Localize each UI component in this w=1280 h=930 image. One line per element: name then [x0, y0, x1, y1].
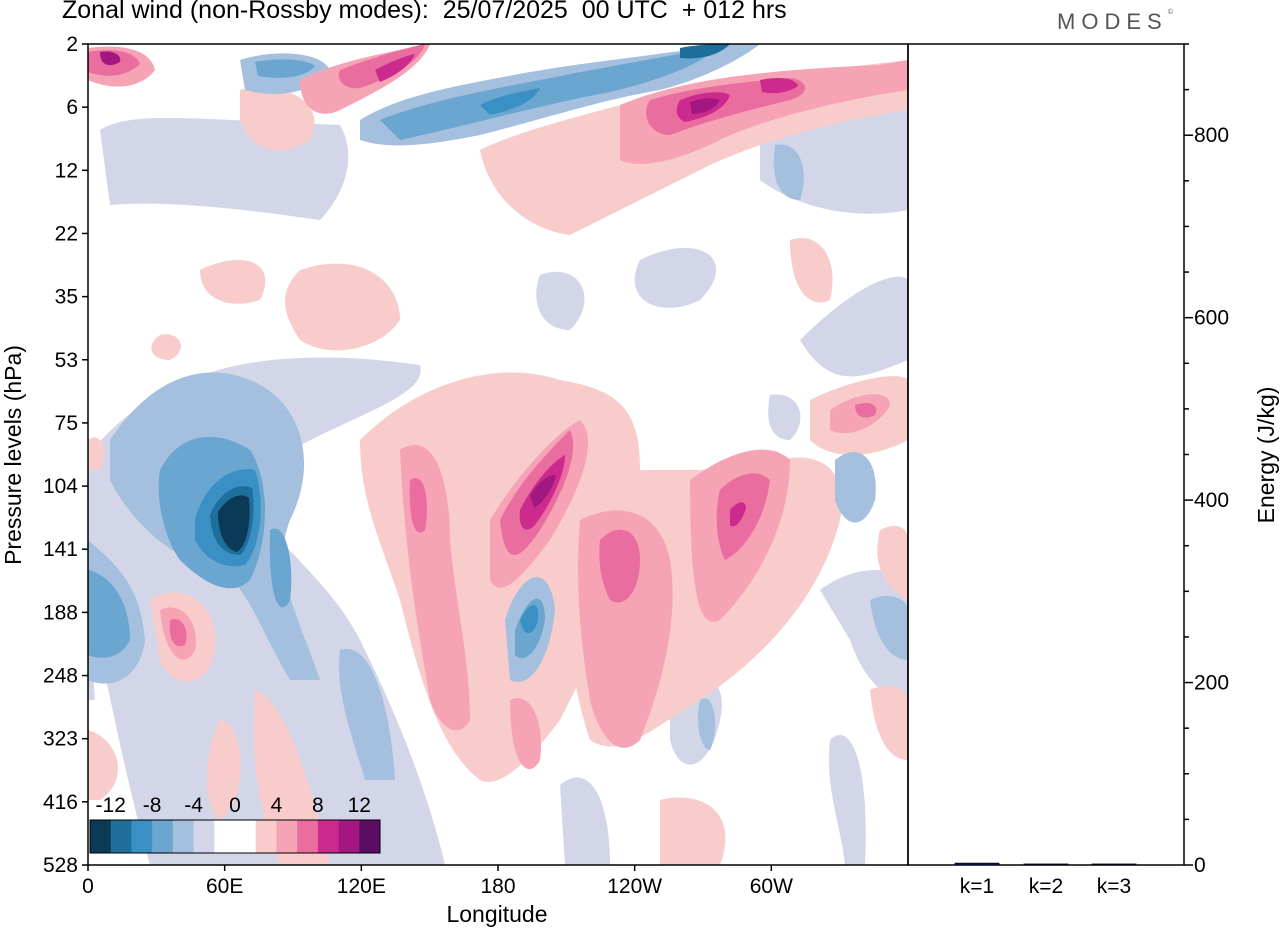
- energy-category-label: k=3: [1097, 875, 1131, 898]
- colorbar-swatch: [317, 820, 339, 853]
- colorbar-label: 8: [312, 794, 324, 817]
- colorbar-swatch: [338, 820, 360, 853]
- colorbar-label: 12: [348, 794, 371, 817]
- y-tick-label: 2: [66, 33, 78, 56]
- colorbar-frame: [89, 819, 381, 854]
- x-tick-label: 180: [480, 875, 515, 898]
- y-tick-label: 141: [43, 538, 78, 561]
- energy-bar-labels: k=1 k=2 k=3: [960, 875, 1131, 898]
- colorbar-swatch: [131, 820, 153, 853]
- x-axis-title: Longitude: [446, 901, 547, 927]
- x-tick-label: 60W: [750, 875, 793, 898]
- contour-max-positive: [100, 51, 798, 530]
- y-tick-label: 248: [43, 665, 78, 688]
- y-tick-label: 75: [55, 412, 78, 435]
- energy-tick-label: 200: [1194, 672, 1229, 695]
- colorbar-swatch: [214, 820, 236, 853]
- x-tick-label: 0: [82, 875, 94, 898]
- colorbar-label: 4: [271, 794, 283, 817]
- colorbar: [89, 819, 381, 854]
- colorbar-swatch: [359, 820, 381, 853]
- y-tick-label: 35: [55, 286, 78, 309]
- energy-tick-label: 400: [1194, 489, 1229, 512]
- colorbar-swatch: [90, 820, 112, 853]
- y-tick-label: 528: [43, 854, 78, 877]
- chart-title: Zonal wind (non-Rossby modes): 25/07/202…: [62, 0, 787, 24]
- colorbar-swatch: [193, 820, 215, 853]
- x-tick-label: 60E: [206, 875, 243, 898]
- energy-tick-label: 0: [1194, 854, 1206, 877]
- y-tick-label: 323: [43, 728, 78, 751]
- y-tick-label: 6: [66, 96, 78, 119]
- energy-axis: 0 200 400 600 800: [1184, 43, 1229, 877]
- energy-panel-frame: [907, 43, 1185, 866]
- colorbar-label: 0: [229, 794, 241, 817]
- y-tick-label: 188: [43, 601, 78, 624]
- colorbar-swatch: [172, 820, 194, 853]
- x-axis-longitudes: 0 60E 120E 180 120W 60W: [82, 865, 793, 898]
- colorbar-swatch: [152, 820, 174, 853]
- y-tick-label: 12: [55, 159, 78, 182]
- energy-tick-label: 800: [1194, 124, 1229, 147]
- y-axis-levels: 2 6 12 22 35 53 75 104 141 188 248 323 416 528: [43, 33, 88, 877]
- colorbar-swatch: [235, 820, 257, 853]
- colorbar-label: -12: [96, 794, 126, 817]
- colorbar-swatch: [297, 820, 319, 853]
- colorbar-swatch: [110, 820, 132, 853]
- heatmap-plot: [88, 44, 908, 865]
- energy-bars: [954, 862, 1137, 866]
- brand-text: MODES: [1057, 9, 1168, 34]
- y-tick-label: 104: [43, 475, 78, 498]
- energy-bar: [1023, 863, 1069, 866]
- energy-bar: [954, 862, 1000, 866]
- energy-axis-title: Energy (J/kg): [1253, 387, 1279, 524]
- colorbar-swatch: [255, 820, 277, 853]
- y-tick-label: 416: [43, 791, 78, 814]
- y-tick-label: 22: [55, 222, 78, 245]
- energy-category-label: k=2: [1029, 875, 1063, 898]
- colorbar-labels: -12 -8 -4 0 4 8 12: [96, 794, 371, 817]
- colorbar-swatch: [276, 820, 298, 853]
- y-tick-label: 53: [55, 349, 78, 372]
- contour-max-negative: [195, 44, 730, 634]
- y-axis-title: Pressure levels (hPa): [0, 345, 26, 565]
- colorbar-label: -8: [143, 794, 162, 817]
- energy-tick-label: 600: [1194, 307, 1229, 330]
- brand-mark: ©: [1167, 9, 1173, 16]
- colorbar-label: -4: [184, 794, 203, 817]
- x-tick-label: 120E: [337, 875, 386, 898]
- energy-category-label: k=1: [960, 875, 994, 898]
- energy-bar: [1091, 863, 1137, 866]
- brand-logo: MODES©: [1057, 9, 1173, 35]
- x-tick-label: 120W: [607, 875, 662, 898]
